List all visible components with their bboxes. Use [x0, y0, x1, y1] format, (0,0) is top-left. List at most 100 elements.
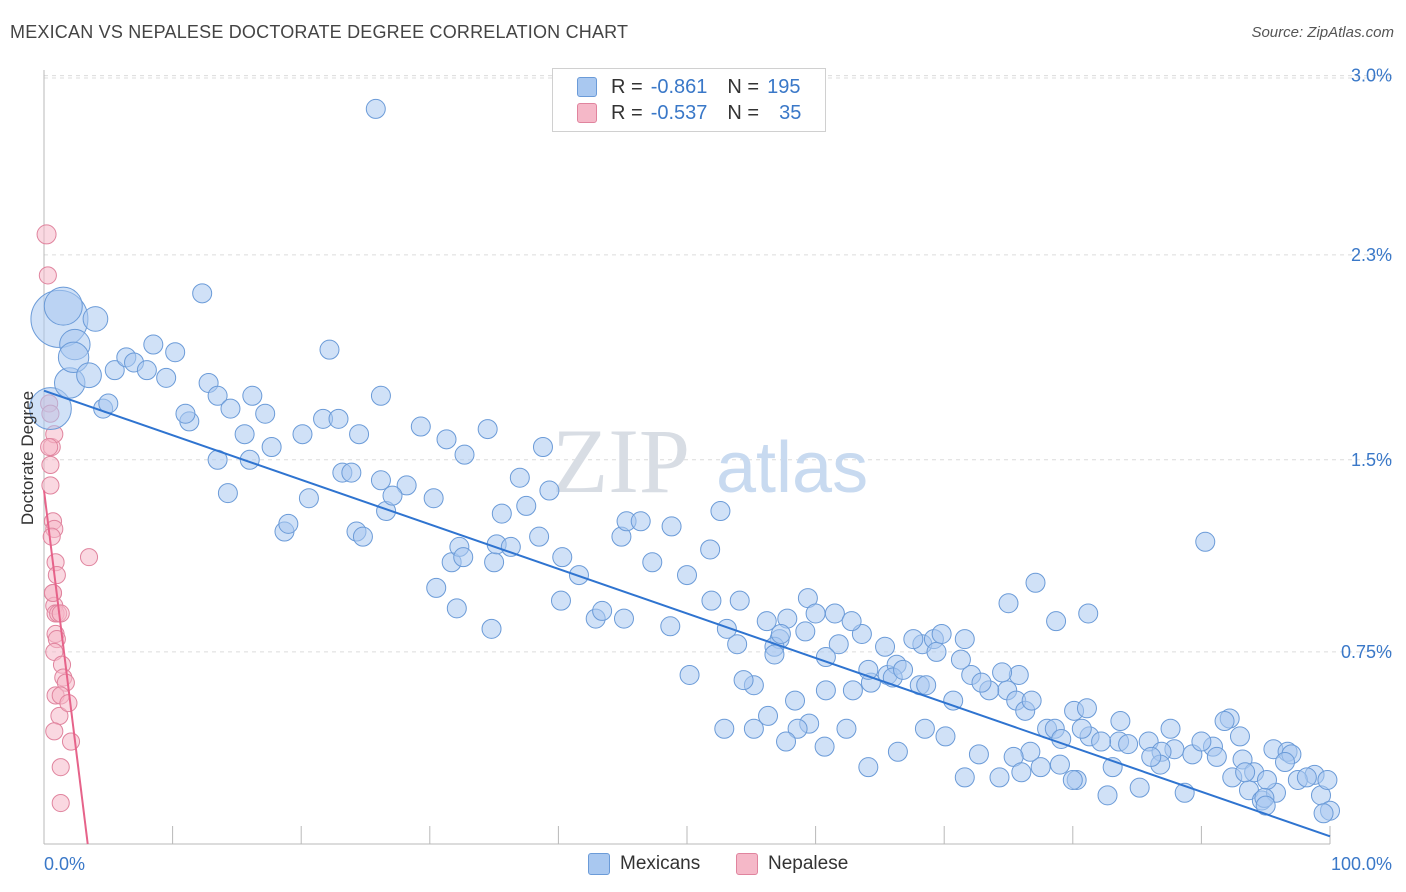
mexicans-point — [887, 741, 908, 762]
mexicans-point — [1118, 734, 1139, 755]
mexicans-point — [935, 726, 956, 747]
mexicans-point — [1141, 746, 1162, 767]
mexicans-point — [926, 641, 947, 662]
mexicans-point — [916, 675, 937, 696]
mexicans-point — [500, 536, 521, 557]
mexicans-point — [136, 360, 157, 381]
mexicans-point — [642, 552, 663, 573]
mexicans-point — [710, 501, 731, 522]
mexicans-point — [1317, 769, 1338, 790]
mexicans-point — [352, 526, 373, 547]
mexicans-point — [701, 590, 722, 611]
stats-row-mexicans: R = -0.861 N = 195 — [577, 75, 800, 99]
mexicans-point — [1235, 762, 1256, 783]
y-tick-label: 1.5% — [1351, 450, 1392, 470]
mexicans-points — [29, 98, 1340, 824]
nepalese-point — [45, 722, 64, 741]
mexicans-point — [858, 757, 879, 778]
mexicans-point — [1046, 611, 1067, 632]
x-tick-label: 0.0% — [44, 854, 85, 874]
mexicans-point — [529, 526, 550, 547]
mexicans-point — [660, 616, 681, 637]
mexicans-point — [426, 577, 447, 598]
y-tick-label: 3.0% — [1351, 66, 1392, 86]
mexicans-point — [592, 600, 613, 621]
mexicans-point — [914, 718, 935, 739]
mexicans-point — [453, 547, 474, 568]
mexicans-point — [207, 385, 228, 406]
mexicans-point — [484, 552, 505, 573]
mexicans-point — [989, 767, 1010, 788]
mexicans-point — [1206, 746, 1227, 767]
trend-lines — [43, 389, 1331, 845]
nepalese-point — [51, 793, 70, 813]
mexicans-point — [410, 416, 431, 437]
mexicans-point — [814, 736, 835, 757]
n-label: N = — [727, 101, 760, 124]
mexicans-point — [341, 462, 362, 483]
mexicans-point — [931, 623, 952, 644]
mexicans-legend-label: Mexicans — [620, 853, 701, 874]
mexicans-point — [1214, 711, 1235, 732]
mexicans-point — [234, 424, 255, 445]
watermark: ZIP atlas — [552, 410, 868, 512]
mexicans-point — [903, 629, 924, 650]
mexicans-point — [481, 618, 502, 639]
mexicans-point — [1097, 785, 1118, 806]
mexicans-point — [1129, 777, 1150, 798]
mexicans-point — [971, 672, 992, 693]
mexicans-point — [679, 664, 700, 685]
mexicans-point — [795, 621, 816, 642]
nepalese-legend-swatch — [736, 853, 758, 875]
mexicans-point — [550, 590, 571, 611]
r-value: -0.537 — [650, 101, 708, 124]
mexicans-point — [1195, 531, 1216, 552]
mexicans-point — [954, 629, 975, 650]
mexicans-point — [143, 334, 164, 355]
nepalese-point — [38, 266, 57, 285]
mexicans-point — [328, 408, 349, 429]
nepalese-swatch — [577, 103, 597, 123]
mexicans-point — [491, 503, 512, 524]
mexicans-point — [950, 649, 971, 670]
mexicans-point — [1021, 690, 1042, 711]
mexicans-point — [630, 511, 651, 532]
mexicans-point — [165, 342, 186, 363]
mexicans-point — [836, 718, 857, 739]
mexicans-point — [992, 662, 1013, 683]
mexicans-point — [292, 424, 313, 445]
mexicans-point — [815, 680, 836, 701]
source-label: Source: ZipAtlas.com — [1251, 24, 1394, 41]
mexicans-point — [1274, 752, 1295, 773]
mexicans-point — [842, 680, 863, 701]
mexicans-point — [423, 488, 444, 509]
mexicans-point — [714, 718, 735, 739]
mexicans-point — [764, 644, 785, 665]
mexicans-point — [758, 705, 779, 726]
mexicans-point — [278, 513, 299, 534]
mexicans-point — [454, 444, 475, 465]
watermark-zip: ZIP — [552, 410, 690, 512]
n-label: N = — [727, 75, 760, 98]
mexicans-point — [509, 467, 530, 488]
mexicans-point — [1110, 711, 1131, 732]
mexicans-point — [727, 634, 748, 655]
mexicans-point — [776, 731, 797, 752]
n-value: 35 — [779, 101, 802, 124]
mexicans-point — [1078, 603, 1099, 624]
mexicans-point — [319, 339, 340, 360]
x-tick-label: 100.0% — [1331, 854, 1392, 874]
mexicans-point — [349, 424, 370, 445]
nepalese-legend-label: Nepalese — [768, 853, 849, 874]
mexicans-point — [785, 690, 806, 711]
mexicans-point — [661, 516, 682, 537]
mexicans-point — [716, 618, 737, 639]
mexicans-point — [733, 670, 754, 691]
nepalese-point — [61, 732, 81, 751]
mexicans-point — [954, 767, 975, 788]
mexicans-point — [365, 98, 386, 119]
mexicans-point — [242, 385, 263, 406]
mexicans-point — [192, 283, 213, 304]
mexicans-point — [743, 718, 764, 739]
n-value: 195 — [767, 75, 801, 98]
